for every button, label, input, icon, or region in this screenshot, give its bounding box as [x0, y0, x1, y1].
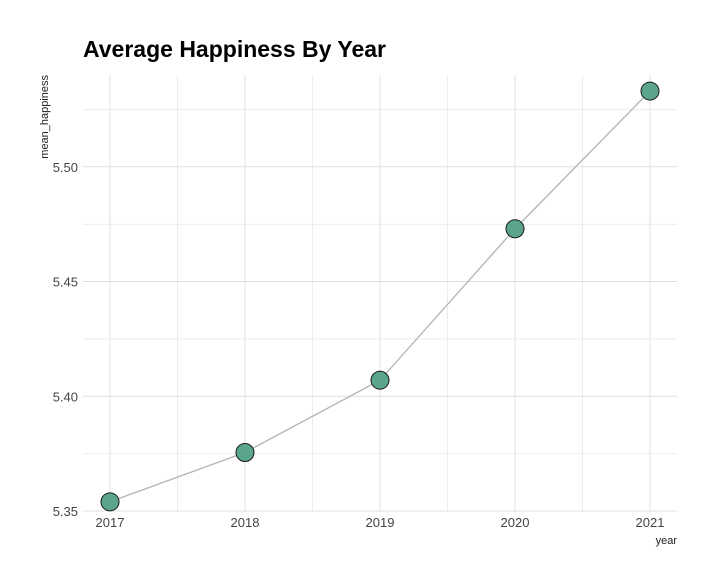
data-point-2019 [370, 370, 390, 390]
x-tick-labels: 2017 2018 2019 2020 2021 [96, 515, 665, 530]
data-points [100, 81, 660, 512]
data-point-2020 [505, 219, 525, 239]
data-point-2021 [640, 81, 660, 101]
x-tick-label: 2018 [231, 515, 260, 530]
data-point-2018 [235, 442, 255, 462]
x-tick-label: 2021 [636, 515, 665, 530]
data-point-2017 [100, 492, 120, 512]
y-tick-label: 5.40 [53, 389, 78, 404]
y-tick-label: 5.35 [53, 504, 78, 519]
chart-title: Average Happiness By Year [83, 36, 386, 62]
x-tick-label: 2020 [501, 515, 530, 530]
y-tick-label: 5.45 [53, 275, 78, 290]
y-tick-labels: 5.35 5.40 5.45 5.50 [53, 160, 78, 519]
y-axis-label: mean_happiness [39, 75, 51, 159]
x-tick-label: 2017 [96, 515, 125, 530]
x-tick-label: 2019 [366, 515, 395, 530]
grid [83, 75, 677, 512]
y-tick-label: 5.50 [53, 160, 78, 175]
x-axis-label: year [656, 535, 678, 547]
